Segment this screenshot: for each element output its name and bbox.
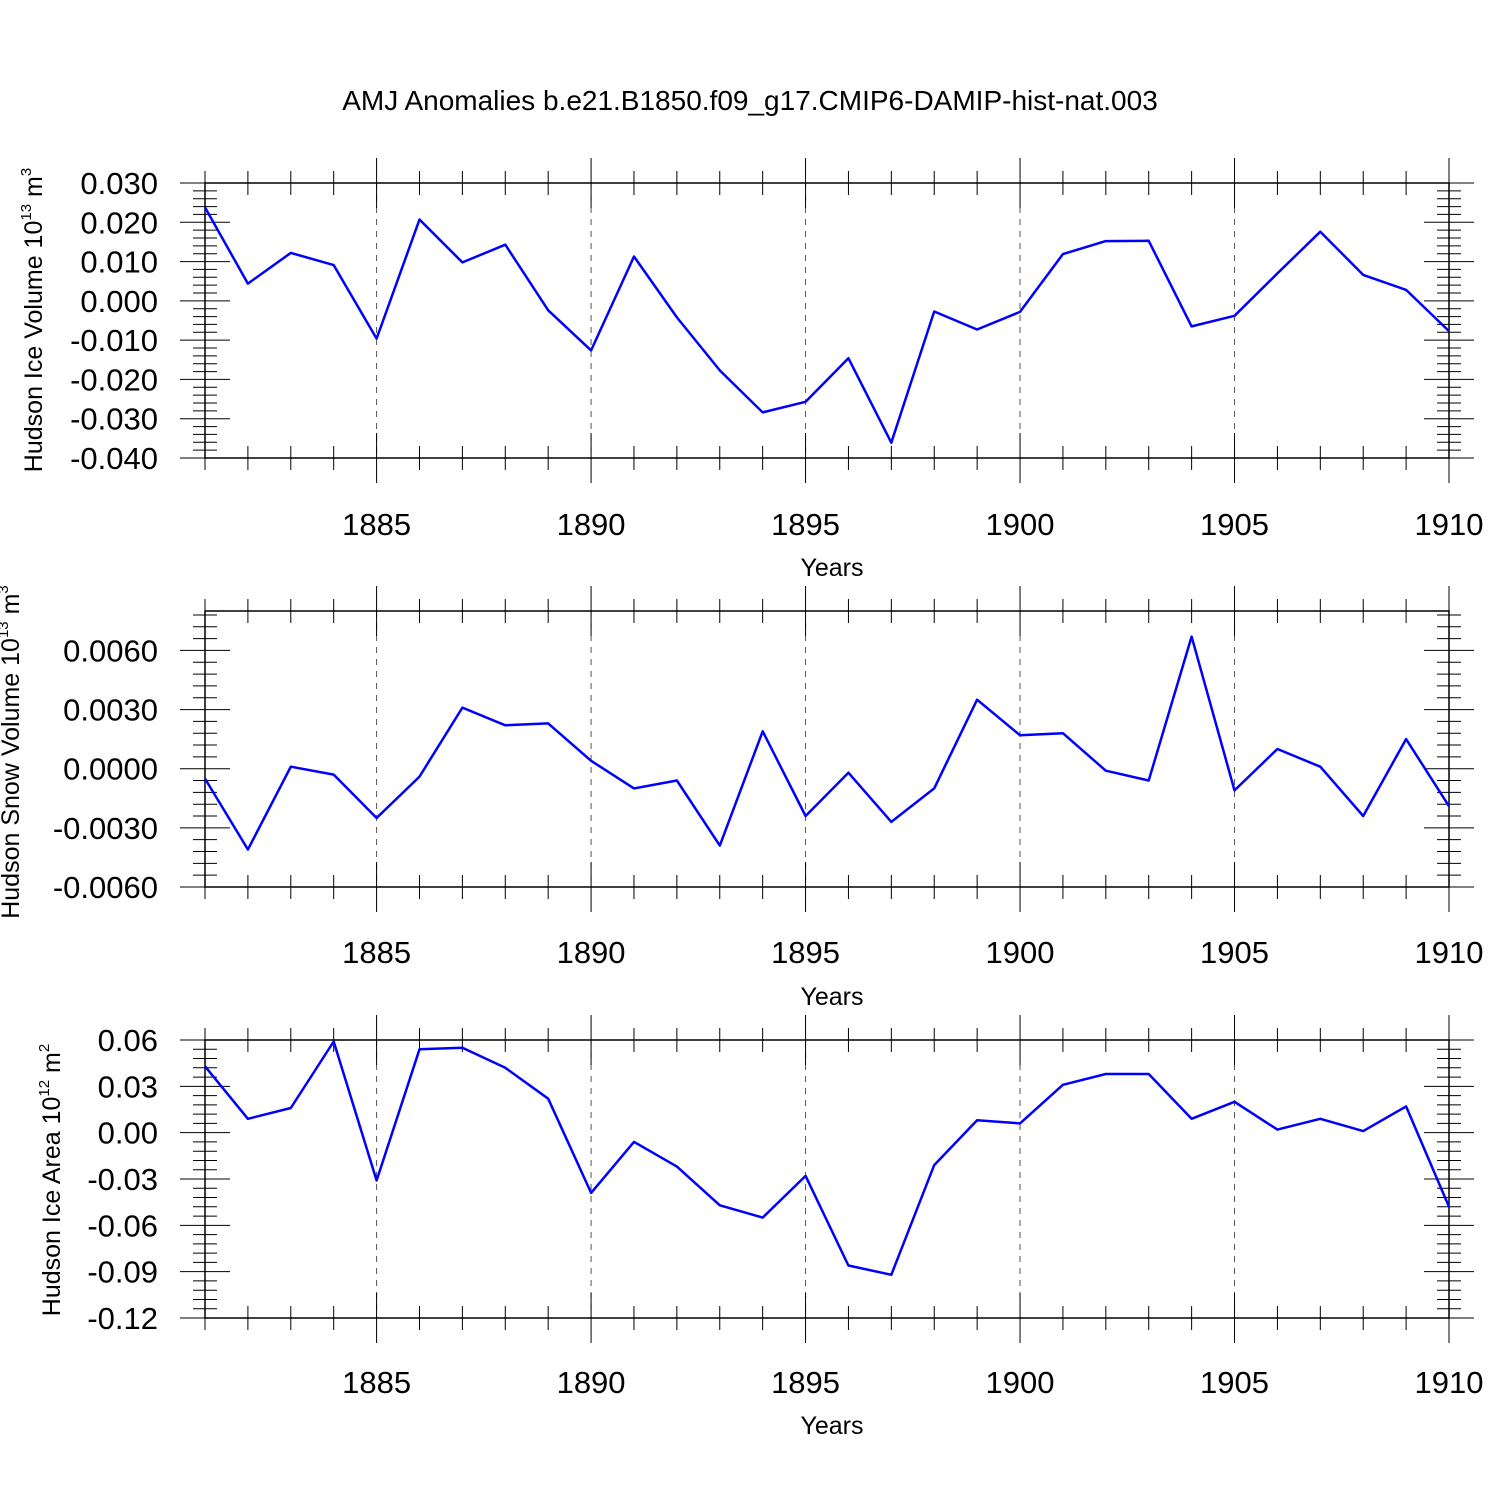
ytick-label: -0.0060 bbox=[53, 870, 158, 905]
xtick-label: 1900 bbox=[986, 935, 1055, 970]
xtick-label: 1885 bbox=[342, 935, 411, 970]
x-axis-label: Years bbox=[800, 554, 863, 582]
xtick-label: 1895 bbox=[771, 507, 840, 542]
y-axis-label: Hudson Snow Volume 1013 m3 bbox=[0, 585, 25, 919]
xtick-label: 1900 bbox=[986, 507, 1055, 542]
xtick-label: 1885 bbox=[342, 507, 411, 542]
panel-snow-volume-axes bbox=[180, 586, 1474, 912]
panel-ice-volume-series-line bbox=[203, 206, 1450, 444]
ytick-label: 0.0060 bbox=[63, 633, 158, 668]
ytick-label: -0.0030 bbox=[53, 811, 158, 846]
xtick-label: 1905 bbox=[1200, 935, 1269, 970]
ytick-label: 0.0000 bbox=[63, 752, 158, 787]
xtick-label: 1900 bbox=[986, 1365, 1055, 1400]
plot-frame bbox=[204, 610, 1450, 888]
xtick-label: 1895 bbox=[771, 1365, 840, 1400]
panel-snow-volume-ytick-labels: 0.0060 0.0030 0.0000 -0.0030 -0.0060 bbox=[53, 633, 158, 905]
xtick-label: 1890 bbox=[557, 935, 626, 970]
chart-title: AMJ Anomalies b.e21.B1850.f09_g17.CMIP6-… bbox=[342, 85, 1158, 116]
panel-ice-volume: 0.030 0.020 0.010 0.000 -0.010 -0.020 -0… bbox=[18, 158, 1483, 582]
x-axis-label: Years bbox=[800, 1412, 863, 1440]
xtick-label: 1890 bbox=[557, 507, 626, 542]
xtick-label: 1910 bbox=[1415, 1365, 1484, 1400]
xtick-label: 1890 bbox=[557, 1365, 626, 1400]
ytick-label: 0.000 bbox=[80, 284, 158, 319]
panel-ice-area-axes bbox=[180, 1015, 1474, 1343]
panel-ice-area-series-line bbox=[204, 1040, 1451, 1277]
panel-snow-volume-xtick-labels: 1885 1890 1895 1900 1905 1910 bbox=[342, 935, 1483, 970]
ytick-label: -0.03 bbox=[87, 1162, 158, 1197]
ytick-label: -0.06 bbox=[87, 1208, 158, 1243]
panel-ice-area-grid bbox=[376, 1040, 1236, 1318]
ytick-label: -0.09 bbox=[87, 1255, 158, 1290]
ytick-label: -0.010 bbox=[70, 323, 158, 358]
xtick-label: 1910 bbox=[1415, 935, 1484, 970]
xtick-label: 1895 bbox=[771, 935, 840, 970]
ytick-label: 0.010 bbox=[80, 245, 158, 280]
ytick-label: 0.0030 bbox=[63, 693, 158, 728]
y-axis-label: Hudson Ice Area 1012 m2 bbox=[36, 1044, 66, 1316]
panel-snow-volume-series-line bbox=[203, 635, 1451, 851]
panel-ice-volume-axes bbox=[180, 158, 1474, 483]
plot-frame bbox=[204, 182, 1450, 459]
panel-ice-volume-xtick-labels: 1885 1890 1895 1900 1905 1910 bbox=[342, 507, 1483, 542]
panel-ice-area-ytick-labels: 0.06 0.03 0.00 -0.03 -0.06 -0.09 -0.12 bbox=[87, 1023, 158, 1336]
plot-frame bbox=[204, 1039, 1450, 1319]
ytick-label: -0.030 bbox=[70, 402, 158, 437]
panel-ice-area: 0.06 0.03 0.00 -0.03 -0.06 -0.09 -0.12 1… bbox=[36, 1015, 1483, 1440]
ytick-label: 0.020 bbox=[80, 205, 158, 240]
panel-ice-volume-grid bbox=[376, 183, 1236, 458]
ytick-label: 0.03 bbox=[98, 1069, 158, 1104]
panel-snow-volume: 0.0060 0.0030 0.0000 -0.0030 -0.0060 188… bbox=[0, 585, 1483, 1011]
ytick-label: 0.00 bbox=[98, 1116, 158, 1151]
ytick-label: 0.06 bbox=[98, 1023, 158, 1058]
xtick-label: 1905 bbox=[1200, 1365, 1269, 1400]
ytick-label: 0.030 bbox=[80, 166, 158, 201]
y-axis-label: Hudson Ice Volume 1013 m3 bbox=[18, 168, 48, 472]
xtick-label: 1885 bbox=[342, 1365, 411, 1400]
xtick-label: 1910 bbox=[1415, 507, 1484, 542]
ytick-label: -0.12 bbox=[87, 1301, 158, 1336]
ytick-label: -0.040 bbox=[70, 441, 158, 476]
xtick-label: 1905 bbox=[1200, 507, 1269, 542]
panel-ice-volume-ytick-labels: 0.030 0.020 0.010 0.000 -0.010 -0.020 -0… bbox=[70, 166, 158, 476]
ytick-label: -0.020 bbox=[70, 362, 158, 397]
panel-ice-area-xtick-labels: 1885 1890 1895 1900 1905 1910 bbox=[342, 1365, 1483, 1400]
panel-snow-volume-grid bbox=[376, 611, 1236, 887]
x-axis-label: Years bbox=[800, 983, 863, 1011]
